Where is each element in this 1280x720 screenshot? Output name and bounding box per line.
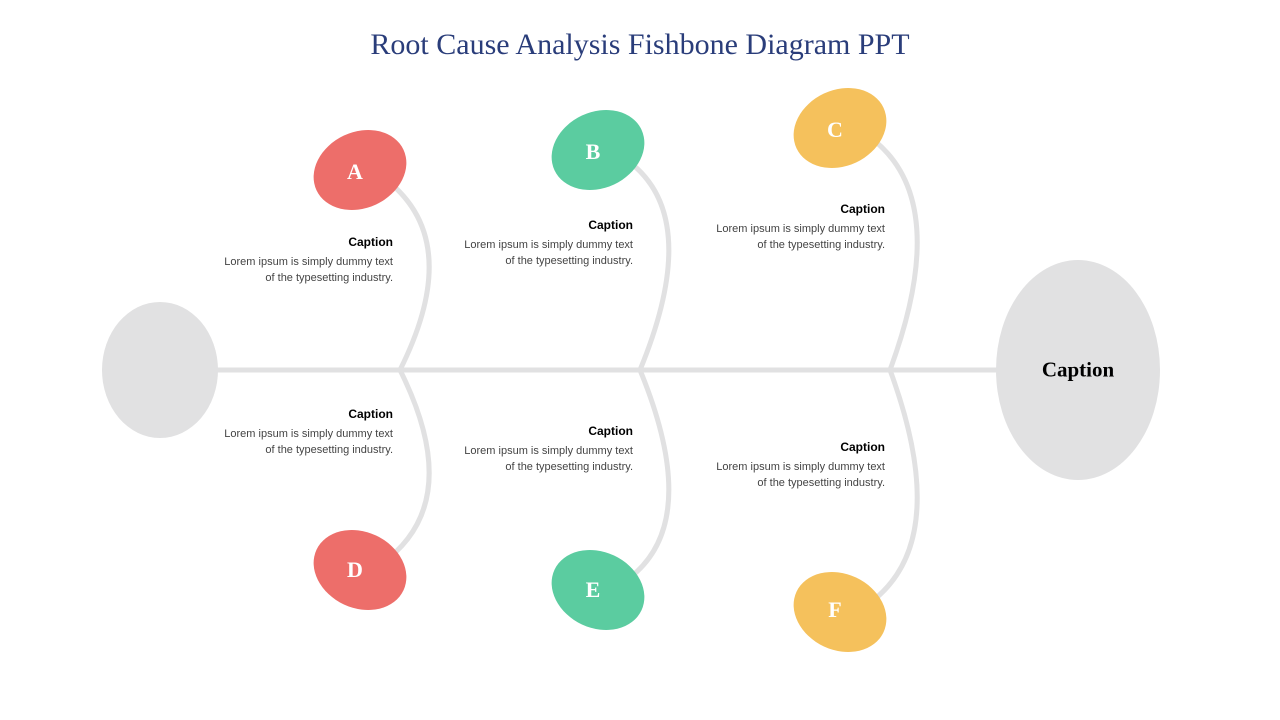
caption-e: Caption Lorem ipsum is simply dummy text… [463,424,633,476]
caption-a-body: Lorem ipsum is simply dummy text of the … [223,255,393,287]
node-a [300,115,419,224]
caption-c-body: Lorem ipsum is simply dummy text of the … [715,222,885,254]
caption-a: Caption Lorem ipsum is simply dummy text… [223,235,393,287]
node-d [300,515,419,624]
caption-f-title: Caption [715,440,885,454]
caption-b: Caption Lorem ipsum is simply dummy text… [463,218,633,270]
fish-tail [102,302,218,438]
head-label: Caption [1042,358,1114,383]
caption-d: Caption Lorem ipsum is simply dummy text… [223,407,393,459]
caption-e-title: Caption [463,424,633,438]
rib-arc-e [610,370,669,590]
caption-b-body: Lorem ipsum is simply dummy text of the … [463,238,633,270]
caption-e-body: Lorem ipsum is simply dummy text of the … [463,444,633,476]
node-b [538,95,657,204]
node-f [780,557,899,666]
caption-c-title: Caption [715,202,885,216]
caption-f-body: Lorem ipsum is simply dummy text of the … [715,460,885,492]
node-e [538,535,657,644]
node-c [780,73,899,182]
caption-c: Caption Lorem ipsum is simply dummy text… [715,202,885,254]
caption-d-title: Caption [223,407,393,421]
caption-d-body: Lorem ipsum is simply dummy text of the … [223,427,393,459]
caption-b-title: Caption [463,218,633,232]
rib-arc-f [850,370,917,615]
caption-a-title: Caption [223,235,393,249]
caption-f: Caption Lorem ipsum is simply dummy text… [715,440,885,492]
